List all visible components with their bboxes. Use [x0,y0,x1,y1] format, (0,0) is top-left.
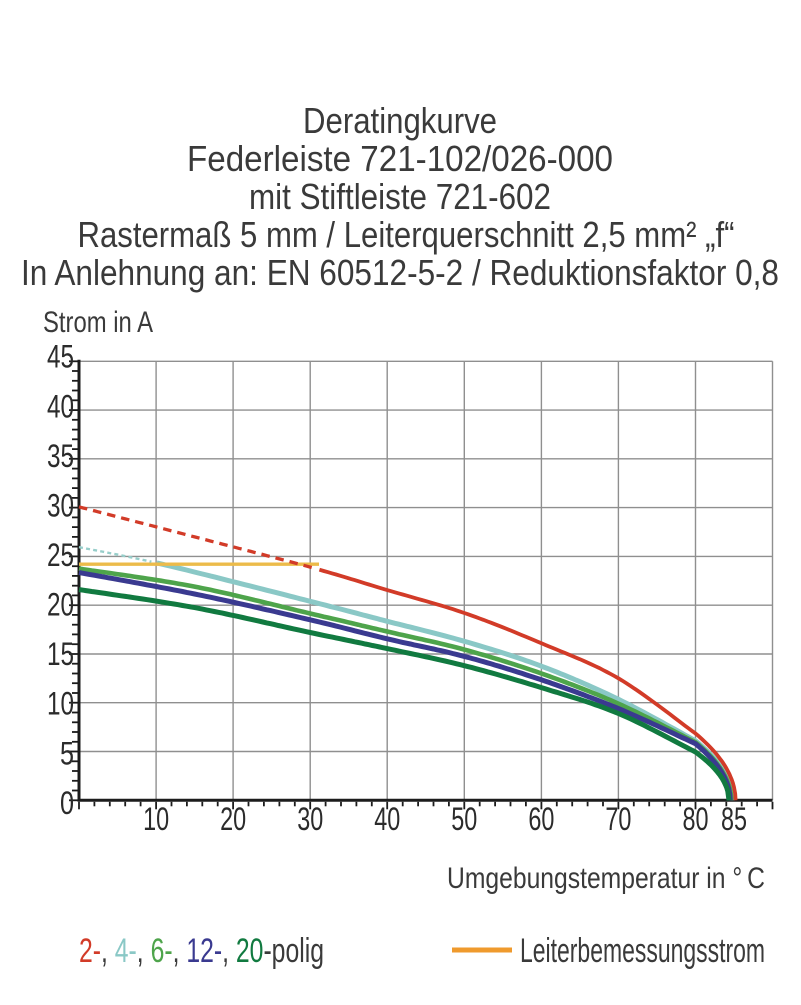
svg-text:Strom in A: Strom in A [43,306,153,339]
svg-text:15: 15 [47,636,74,672]
svg-text:20: 20 [220,801,246,837]
svg-text:25: 25 [47,537,74,573]
svg-text:20: 20 [47,587,74,623]
svg-text:Federleiste 721-102/026-000: Federleiste 721-102/026-000 [187,138,613,179]
svg-text:40: 40 [374,801,400,837]
svg-text:In Anlehnung an: EN 60512-5-2: In Anlehnung an: EN 60512-5-2 / Reduktio… [21,252,779,293]
svg-text:mit Stiftleiste 721-602: mit Stiftleiste 721-602 [249,176,551,217]
svg-text:2-, 4-, 6-, 12-, 20-polig: 2-, 4-, 6-, 12-, 20-polig [79,932,324,970]
svg-text:35: 35 [47,438,74,474]
svg-text:40: 40 [47,388,74,424]
svg-text:Leiterbemessungsstrom: Leiterbemessungsstrom [520,932,765,970]
svg-text:50: 50 [451,801,477,837]
svg-text:70: 70 [605,801,631,837]
svg-text:10: 10 [143,801,169,837]
svg-text:Rastermaß 5 mm / Leiterquersch: Rastermaß 5 mm / Leiterquerschnitt 2,5 m… [78,214,735,255]
svg-text:30: 30 [47,487,74,523]
svg-text:5: 5 [60,735,74,771]
svg-text:Umgebungstemperatur in ° C: Umgebungstemperatur in ° C [447,862,765,895]
svg-text:60: 60 [528,801,554,837]
svg-text:10: 10 [47,686,74,722]
svg-text:30: 30 [297,801,323,837]
svg-text:45: 45 [47,339,74,375]
svg-text:Deratingkurve: Deratingkurve [303,100,497,141]
svg-text:80: 80 [683,801,709,837]
svg-text:0: 0 [60,785,74,821]
svg-text:85: 85 [721,801,747,837]
